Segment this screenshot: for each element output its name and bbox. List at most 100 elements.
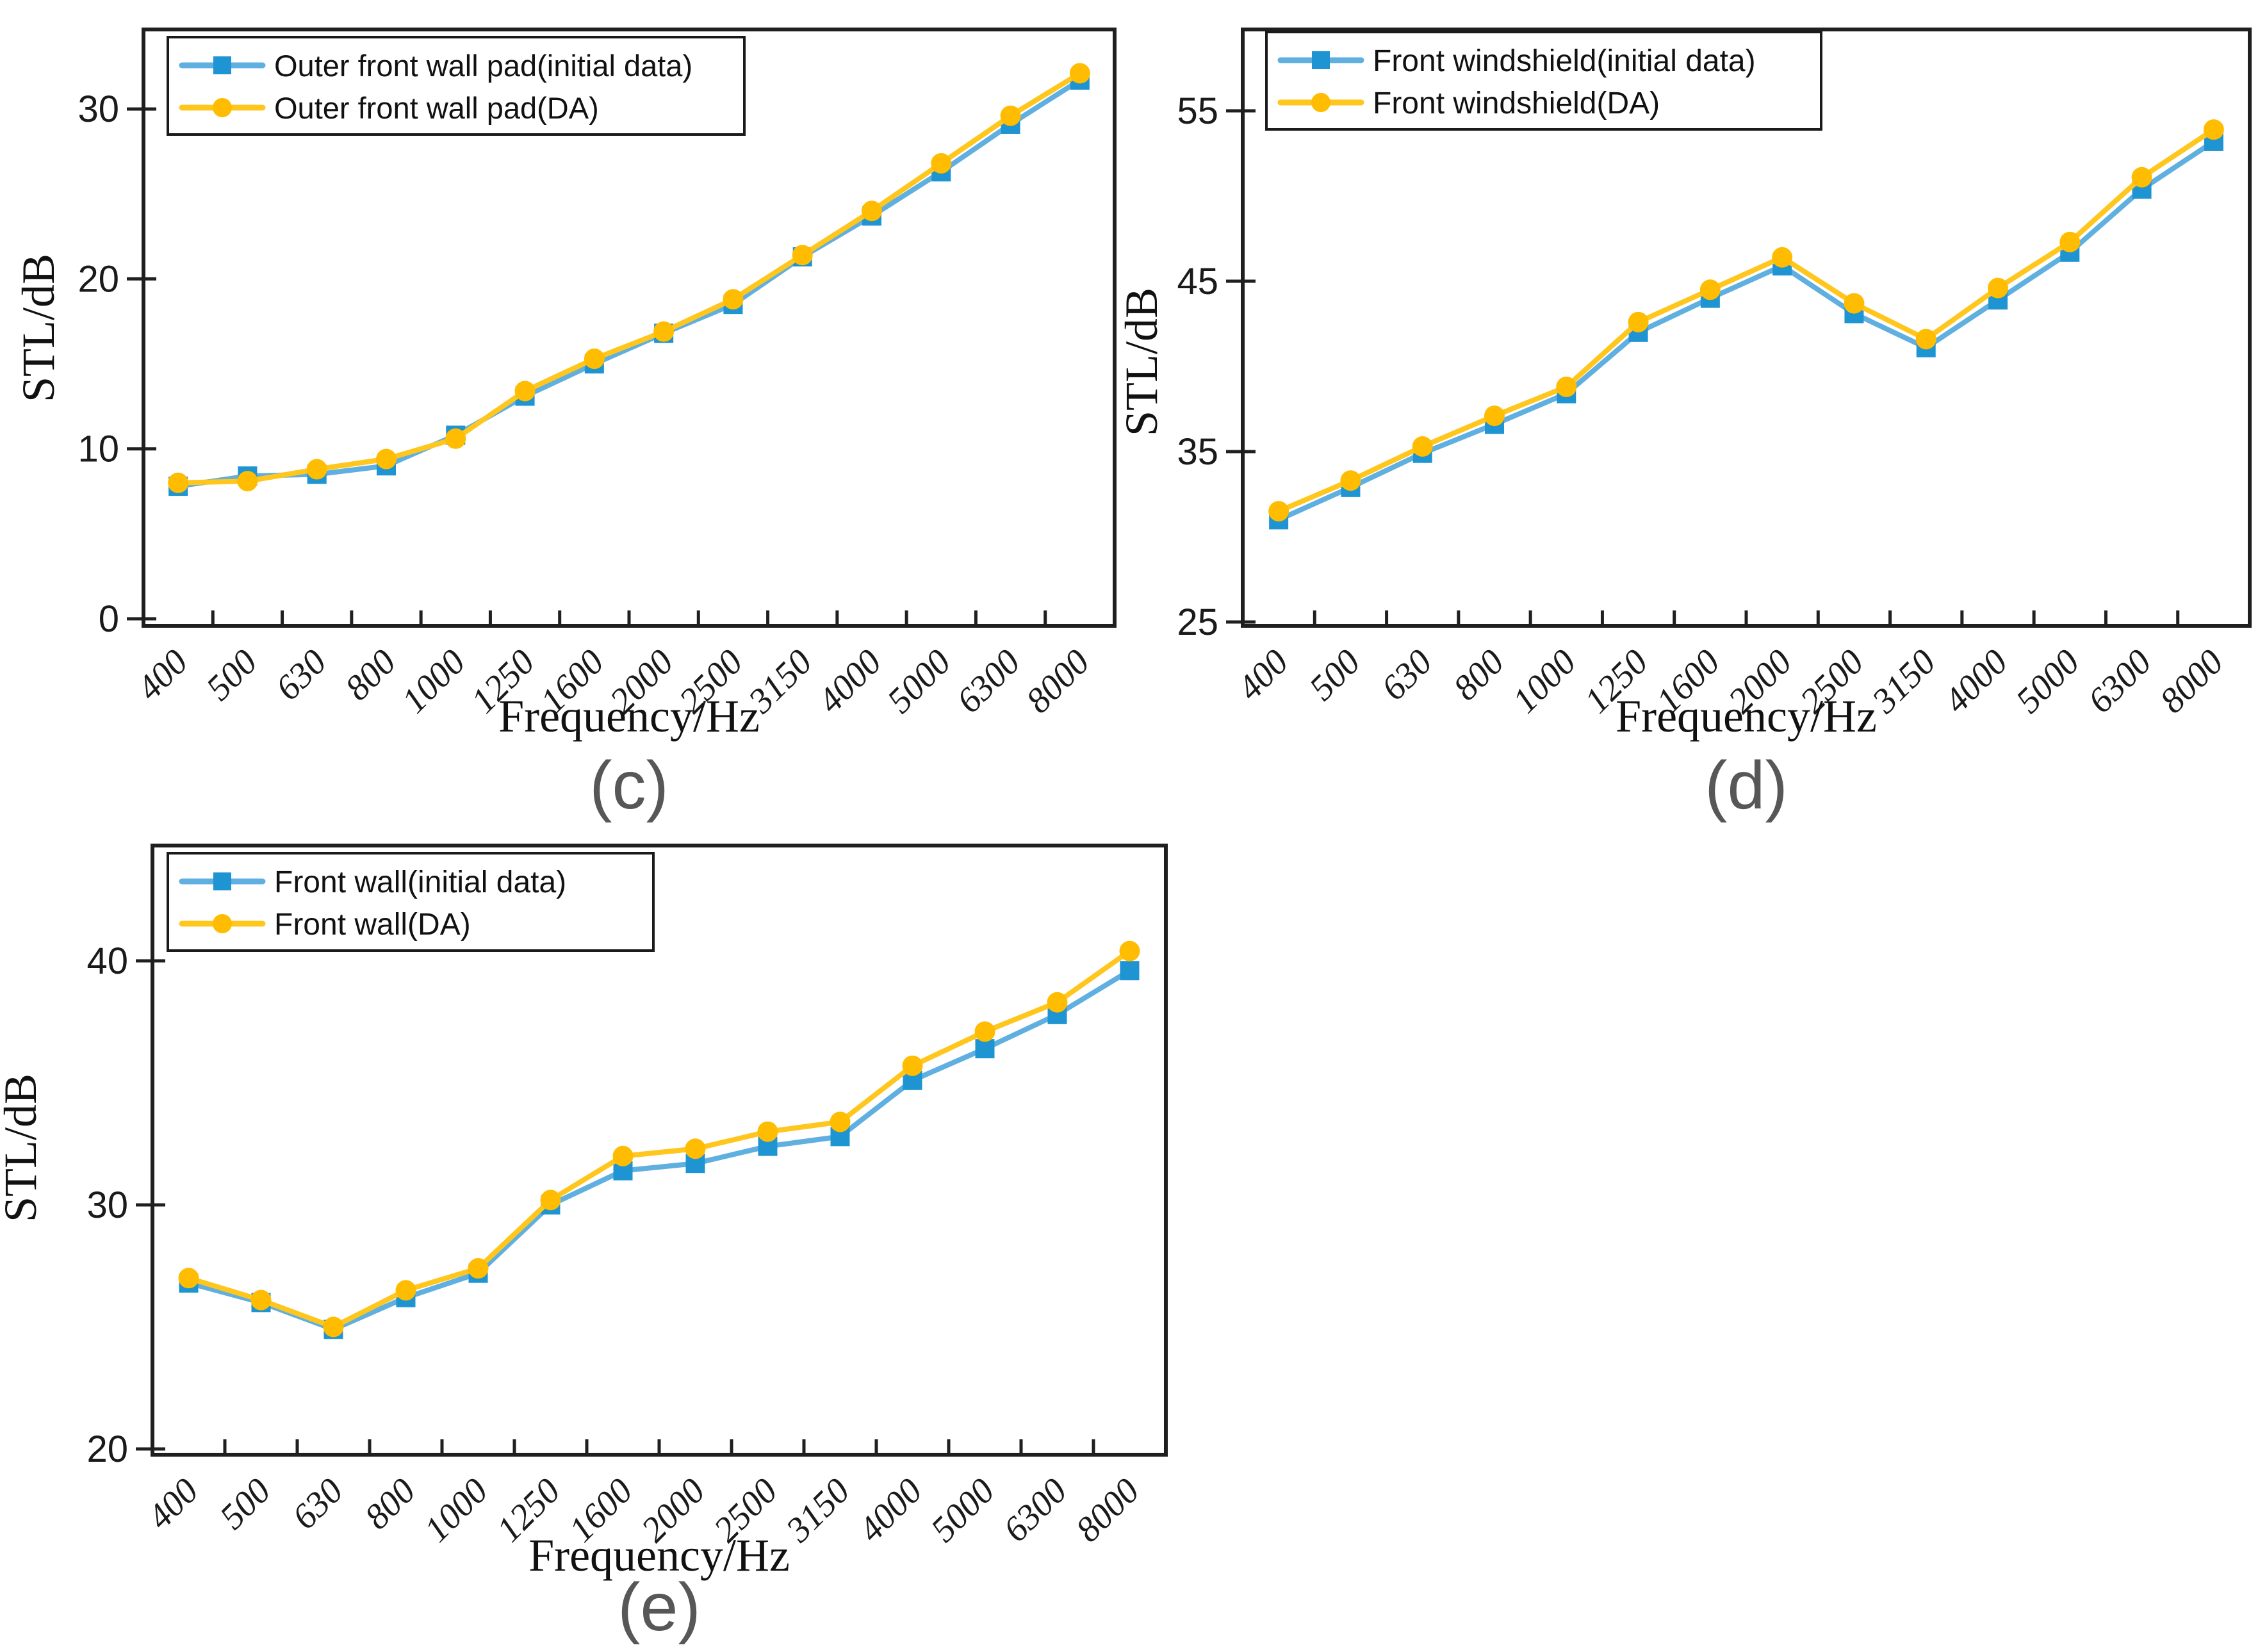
data-point-circle-marker — [540, 1190, 561, 1211]
data-point-circle-marker — [250, 1289, 272, 1311]
legend-circle-marker — [213, 98, 232, 117]
x-tick-label: 400 — [140, 1471, 206, 1537]
series-line-initial — [1276, 138, 2216, 523]
x-tick-label: 5000 — [924, 1471, 1003, 1550]
data-point-circle-marker — [1412, 436, 1433, 457]
legend-box — [167, 36, 746, 136]
data-point-circle-marker — [1628, 311, 1649, 332]
data-point-circle-marker — [792, 245, 813, 266]
x-tick-label: 8000 — [1019, 642, 1097, 721]
legend-label: Front wall(DA) — [274, 908, 471, 942]
data-point-circle-marker — [1484, 405, 1505, 427]
y-tick-label: 30 — [78, 88, 119, 130]
stl-axis-label: STL/dB — [1116, 288, 1167, 436]
x-tick-label: 400 — [129, 642, 195, 708]
data-point-circle-marker — [653, 321, 675, 342]
data-point-circle-marker — [323, 1316, 344, 1337]
series-line-da — [186, 948, 1133, 1330]
data-point-circle-marker — [1119, 940, 1140, 961]
x-tick-label: 800 — [338, 642, 404, 708]
data-point-circle-marker — [1340, 470, 1361, 491]
x-tick-label: 4000 — [851, 1471, 930, 1550]
legend-box — [167, 852, 655, 952]
x-tick-label: 4000 — [810, 642, 889, 721]
data-point-circle-marker — [1772, 247, 1793, 268]
legend-label: Front windshield(DA) — [1373, 86, 1660, 120]
x-tick-label: 3150 — [778, 1471, 858, 1550]
legend-circle-marker — [213, 914, 232, 933]
data-point-circle-marker — [2131, 167, 2152, 188]
data-point-circle-marker — [1844, 293, 1865, 314]
x-tick-label: 6300 — [996, 1471, 1075, 1550]
data-point-circle-marker — [1268, 501, 1289, 522]
data-point-circle-marker — [974, 1021, 995, 1042]
y-tick-label: 40 — [86, 940, 128, 982]
x-tick-label: 8000 — [2152, 642, 2231, 721]
x-tick-label: 500 — [1302, 642, 1368, 708]
x-tick-label: 1000 — [1505, 642, 1584, 721]
data-point-circle-marker — [1000, 105, 1021, 126]
x-tick-label: 4000 — [1936, 642, 2015, 721]
data-point-circle-marker — [445, 428, 466, 449]
data-point-circle-marker — [2059, 231, 2081, 252]
x-tick-label: 8000 — [1068, 1471, 1147, 1550]
x-tick-label: 6300 — [2081, 642, 2159, 721]
legend-label: Front windshield(initial data) — [1373, 44, 1756, 78]
data-point-circle-marker — [584, 348, 605, 370]
legend-square-marker — [213, 872, 231, 890]
y-tick-label: 20 — [78, 258, 119, 300]
data-point-circle-marker — [306, 459, 327, 480]
chart-caption: (d) — [1705, 748, 1788, 823]
data-point-circle-marker — [395, 1280, 416, 1301]
data-point-circle-marker — [2203, 119, 2224, 140]
legend-label: Front wall(initial data) — [274, 865, 566, 899]
stl-axis-label: STL/dB — [0, 1074, 46, 1222]
data-point-circle-marker — [612, 1145, 634, 1166]
data-point-circle-marker — [1915, 329, 1936, 350]
data-point-circle-marker — [1699, 279, 1721, 300]
legend-box — [1265, 31, 1822, 131]
x-tick-label: 800 — [357, 1471, 423, 1537]
x-tick-label: 630 — [1374, 642, 1440, 708]
data-point-circle-marker — [1069, 63, 1090, 84]
x-tick-label: 5000 — [2008, 642, 2087, 721]
frequency-axis-label: Frequency/Hz — [528, 1530, 790, 1581]
data-point-circle-marker — [376, 448, 397, 470]
x-tick-label: 6300 — [949, 642, 1028, 721]
data-point-circle-marker — [830, 1111, 851, 1133]
y-tick-label: 30 — [86, 1184, 128, 1226]
data-point-circle-marker — [723, 289, 744, 310]
x-tick-label: 1000 — [394, 642, 473, 721]
y-tick-label: 25 — [1177, 601, 1218, 643]
data-point-circle-marker — [757, 1121, 778, 1142]
x-tick-label: 630 — [284, 1471, 350, 1537]
data-point-circle-marker — [237, 471, 258, 492]
y-tick-label: 45 — [1177, 261, 1218, 302]
x-tick-label: 500 — [212, 1471, 278, 1537]
data-point-circle-marker — [685, 1138, 706, 1159]
x-tick-label: 630 — [268, 642, 334, 708]
y-tick-label: 55 — [1177, 90, 1218, 132]
series-line-initial — [176, 77, 1083, 489]
data-point-circle-marker — [931, 152, 952, 174]
data-point-circle-marker — [168, 472, 189, 493]
chart-caption: (c) — [589, 748, 669, 823]
legend-label: Outer front wall pad(initial data) — [274, 49, 692, 83]
x-tick-label: 500 — [199, 642, 265, 708]
series-line-da — [1276, 127, 2216, 514]
x-tick-label: 400 — [1230, 642, 1296, 708]
chart-caption: (e) — [618, 1569, 701, 1645]
x-tick-label: 5000 — [880, 642, 958, 721]
frequency-axis-label: Frequency/Hz — [1616, 691, 1877, 742]
data-point-circle-marker — [514, 380, 536, 402]
series-line-da — [176, 70, 1083, 486]
data-point-circle-marker — [1047, 992, 1068, 1013]
data-point-circle-marker — [862, 200, 882, 222]
legend-square-marker — [213, 56, 231, 74]
data-point-square-marker — [975, 1039, 995, 1059]
